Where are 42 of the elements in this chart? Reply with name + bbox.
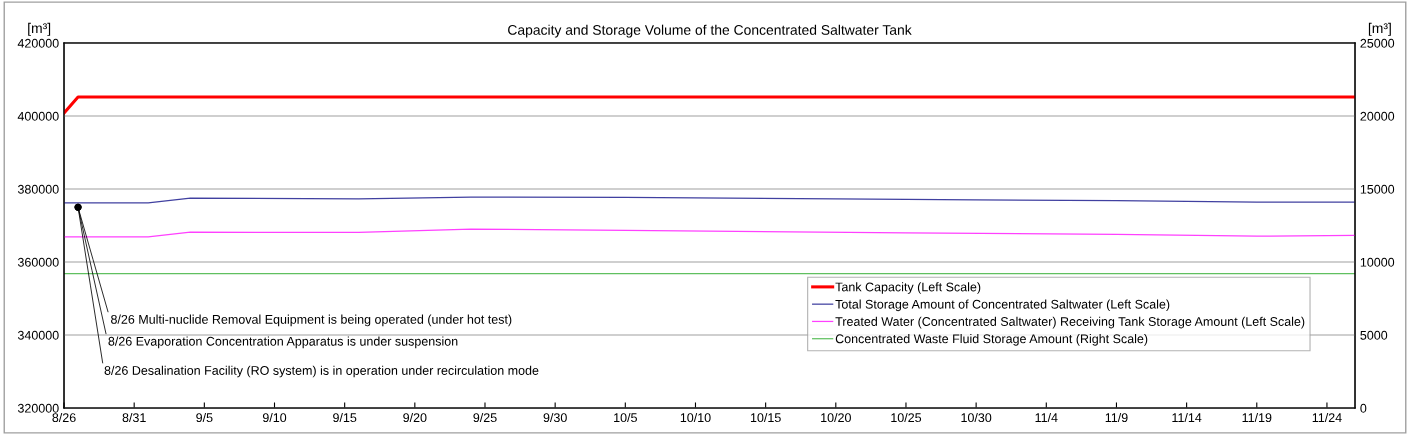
x-tick-label: 10/30 <box>961 412 992 423</box>
annotation: 8/26 Desalination Facility (RO system) is in operation under recirculation mode <box>104 365 539 378</box>
y-tick-label: 400000 <box>17 111 59 121</box>
y-tick-label: 420000 <box>17 38 59 48</box>
y2-axis-title: [m³] <box>1368 22 1391 36</box>
y-axis-title: [m³] <box>28 22 51 36</box>
x-tick-label: 11/14 <box>1172 412 1202 423</box>
y-tick-label: 380000 <box>17 184 59 194</box>
y2-tick-label: 20000 <box>1360 111 1395 121</box>
y2-tick-label: 0 <box>1360 403 1367 413</box>
y-tick-label: 340000 <box>17 330 59 340</box>
legend-label: Tank Capacity (Left Scale) <box>835 282 981 294</box>
line-series <box>64 228 1356 238</box>
x-tick-label: 11/24 <box>1312 412 1342 423</box>
chart-title: Capacity and Storage Volume of the Concentrated Saltwater Tank <box>508 24 912 38</box>
x-tick-label: 9/20 <box>403 412 427 423</box>
annotation: 8/26 Evaporation Concentration Apparatus is under suspension <box>108 336 458 349</box>
legend-label: Total Storage Amount of Concentrated Saltwater (Left Scale) <box>835 299 1170 312</box>
y2-tick-label: 15000 <box>1360 184 1395 194</box>
x-tick-label: 9/15 <box>333 412 357 423</box>
y2-tick-label: 5000 <box>1360 330 1388 340</box>
x-tick-label: 10/25 <box>891 412 922 423</box>
x-tick-label: 11/4 <box>1035 412 1058 423</box>
x-tick-label: 10/20 <box>821 412 851 423</box>
x-tick-label: 9/10 <box>262 412 287 423</box>
x-tick-label: 10/15 <box>750 412 781 423</box>
y-tick-label: 320000 <box>17 403 59 413</box>
x-tick-label: 8/31 <box>122 412 146 423</box>
legend-label: Concentrated Waste Fluid Storage Amount (Right Scale) <box>835 334 1148 346</box>
y-tick-label: 360000 <box>17 257 59 267</box>
x-tick-label: 9/5 <box>196 412 213 423</box>
x-tick-label: 10/10 <box>680 412 711 423</box>
x-tick-label: 9/25 <box>473 412 497 423</box>
x-tick-label: 9/30 <box>543 412 567 423</box>
y2-tick-label: 25000 <box>1360 38 1395 48</box>
x-tick-label: 11/9 <box>1105 412 1128 423</box>
x-tick-label: 10/5 <box>614 412 637 423</box>
annotation: 8/26 Multi-nuclide Removal Equipment is being operated (under hot test) <box>111 314 512 327</box>
y2-tick-label: 10000 <box>1360 257 1395 267</box>
legend-label: Treated Water (Concentrated Saltwater) Receiving Tank Storage Amount (Left Scale) <box>835 316 1305 329</box>
x-tick-label: 8/26 <box>52 412 76 423</box>
x-tick-label: 11/19 <box>1242 412 1272 423</box>
